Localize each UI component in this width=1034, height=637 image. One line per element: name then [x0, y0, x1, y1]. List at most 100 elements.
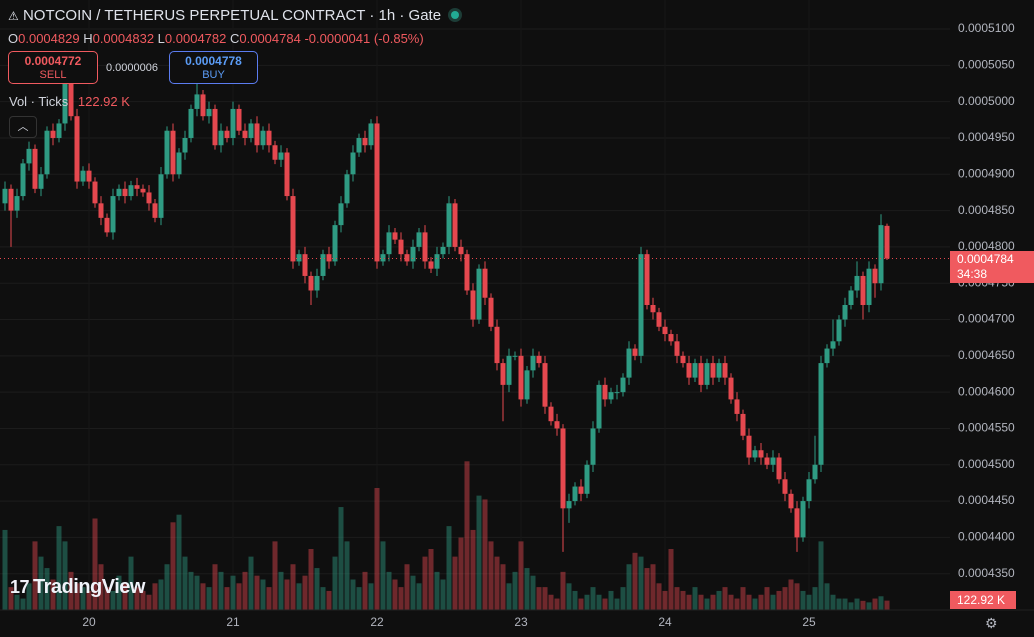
candle-body [884, 225, 890, 259]
volume-bar [734, 598, 740, 610]
volume-bar [758, 594, 764, 610]
volume-bar [242, 571, 248, 610]
candle-body [506, 355, 512, 385]
settings-icon[interactable]: ⚙ [985, 615, 998, 631]
volume-bar [182, 556, 188, 610]
candle-body [116, 188, 122, 197]
volume-bar [374, 488, 380, 610]
volume-bar [566, 583, 572, 610]
candle-body [98, 203, 104, 218]
candle-body [230, 108, 236, 138]
volume-bar [860, 600, 866, 610]
volume-bar [302, 575, 308, 610]
candle-body [62, 79, 68, 124]
candle-body [806, 479, 812, 502]
volume-bar [428, 549, 434, 610]
volume-bar [380, 541, 386, 610]
c-label: C [229, 31, 240, 46]
volume-bar [254, 575, 260, 610]
candle-body [584, 464, 590, 494]
volume-bar [800, 590, 806, 610]
candle-body [50, 130, 56, 138]
candle-body [668, 334, 674, 342]
candle-body [410, 246, 416, 262]
volume-bar [518, 541, 524, 610]
volume-bar [626, 564, 632, 610]
volume-bar [572, 590, 578, 610]
candle-body [608, 392, 614, 400]
volume-bars [2, 461, 890, 610]
candle-body [716, 363, 722, 378]
volume-bar [728, 594, 734, 610]
change: -0.0000041 (-0.85%) [304, 31, 424, 46]
volume-bar [122, 583, 128, 610]
volume-bar [464, 461, 470, 610]
y-tick-label: 0.0004600 [958, 384, 1015, 398]
volume-bar [836, 598, 842, 610]
candle-body [380, 254, 386, 262]
candle-body [248, 123, 254, 138]
candle-body [638, 254, 644, 356]
volume-bar [656, 583, 662, 610]
candle-body [140, 188, 146, 193]
h-value: 0.0004832 [92, 31, 155, 46]
volume-tag: 122.92 K [950, 591, 1016, 609]
candle-body [86, 170, 92, 182]
candle-body [32, 148, 38, 189]
y-tick-label: 0.0005100 [958, 21, 1015, 35]
volume-bar [662, 590, 668, 610]
x-tick-label: 23 [514, 615, 528, 629]
candle-body [158, 174, 164, 218]
volume-legend: Vol · Ticks 122.92 K [9, 94, 130, 109]
candle-body [26, 148, 32, 164]
volume-bar [218, 571, 224, 610]
candle-body [602, 384, 608, 400]
candle-body [254, 123, 260, 146]
candle-body [362, 137, 368, 146]
candle-body [422, 232, 428, 262]
sell-button[interactable]: 0.0004772 SELL [8, 51, 98, 84]
x-tick-label: 25 [802, 615, 816, 629]
volume-bar [74, 583, 80, 610]
candle-body [464, 254, 470, 291]
candle-body [302, 254, 308, 276]
volume-bar [512, 571, 518, 610]
volume-bar [776, 590, 782, 610]
buy-button[interactable]: 0.0004778 BUY [169, 51, 258, 84]
volume-bar [794, 583, 800, 610]
candle-body [110, 196, 116, 233]
candle-body [596, 384, 602, 429]
volume-bar [710, 594, 716, 610]
x-tick-label: 24 [658, 615, 672, 629]
volume-bar [806, 594, 812, 610]
volume-bar [398, 587, 404, 610]
last-price: 0.0004784 [957, 252, 1014, 266]
collapse-button[interactable]: ︿ [9, 116, 37, 138]
candle-body [212, 108, 218, 146]
candle-body [866, 268, 872, 305]
volume-bar [686, 594, 692, 610]
candle-body [746, 435, 752, 458]
volume-bar [416, 583, 422, 610]
volume-bar [86, 590, 92, 610]
volume-bar [770, 594, 776, 610]
candle-body [194, 94, 200, 109]
volume-bar [20, 598, 26, 610]
candle-body [392, 232, 398, 240]
volume-bar [680, 590, 686, 610]
candle-body [266, 130, 272, 146]
candle-body [344, 174, 350, 204]
candle-body [482, 268, 488, 298]
volume-bar [38, 556, 44, 610]
o-label: O [8, 31, 19, 46]
candle-body [542, 363, 548, 407]
x-tick-label: 20 [82, 615, 96, 629]
volume-bar [368, 583, 374, 610]
volume-bar [68, 571, 74, 610]
candle-body [524, 370, 530, 400]
candle-body [332, 225, 338, 262]
candle-body [404, 254, 410, 262]
volume-bar [668, 549, 674, 610]
candle-body [752, 450, 758, 458]
volume-bar [134, 587, 140, 610]
